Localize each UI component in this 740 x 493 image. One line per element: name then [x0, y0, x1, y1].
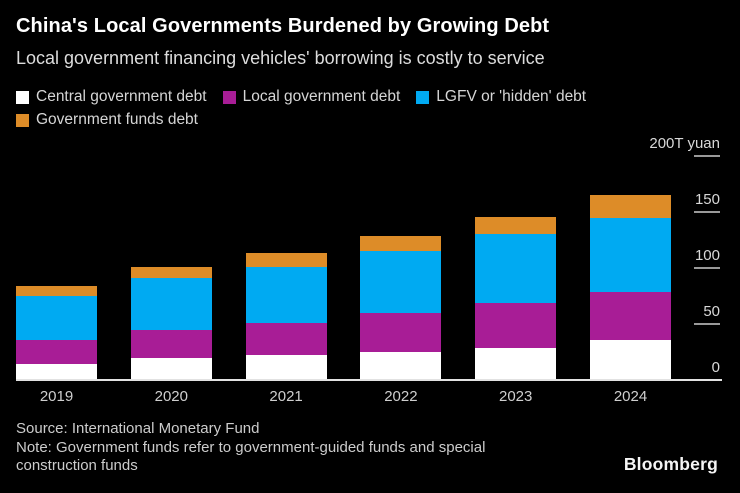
x-axis-label: 2023 [499, 388, 533, 405]
bar-segment [16, 339, 97, 365]
bar-segment [475, 216, 557, 235]
bar-segment [590, 291, 671, 340]
bar-segment [130, 329, 212, 358]
bar-segment [590, 195, 671, 218]
bar-segment [130, 357, 212, 380]
x-axis-label: 2022 [384, 388, 418, 405]
bar-segment [245, 322, 327, 356]
legend-label: LGFV or 'hidden' debt [436, 88, 587, 105]
x-axis-label: 2019 [39, 388, 74, 405]
legend-item: LGFV or 'hidden' debt [416, 88, 586, 106]
y-axis-label: 50 [703, 303, 720, 320]
y-axis-label: 100 [694, 247, 720, 264]
legend-item: Central government debt [16, 88, 207, 106]
y-axis-tick [694, 155, 720, 157]
bar-2019 [16, 285, 97, 380]
bar-segment [590, 339, 671, 380]
bloomberg-logo: Bloomberg [623, 454, 718, 474]
bar-segment [475, 302, 557, 348]
bar-segment [475, 234, 557, 303]
x-axis-label: 2021 [269, 388, 303, 405]
bar-2022 [360, 235, 442, 380]
note-text: Note: Government funds refer to governme… [16, 438, 486, 475]
y-axis-tick [694, 267, 720, 269]
plot-area: 2019 2020 2021 2022 2023 2024 0 50 100 150 200T yu… [0, 135, 740, 405]
x-axis-label: 2024 [613, 388, 648, 405]
y-axis-tick [694, 323, 720, 325]
y-axis-label: 0 [711, 359, 720, 376]
legend-swatch [416, 90, 430, 104]
y-axis-label: 150 [694, 191, 720, 208]
chart-title: China's Local Governments Burdened by Gr… [16, 15, 550, 37]
bar-segment [360, 235, 442, 252]
legend-swatch [222, 90, 236, 104]
bar-segment [475, 347, 557, 380]
bar-segment [360, 352, 442, 380]
bar-segment [130, 266, 212, 279]
bar-segment [16, 285, 97, 297]
legend-label: Local government debt [242, 88, 401, 105]
bar-segment [590, 217, 671, 292]
legend: Central government debt Local government … [16, 88, 706, 129]
bar-segment [16, 364, 97, 380]
legend-label: Government funds debt [36, 111, 198, 128]
chart-subtitle: Local government financing vehicles' bor… [16, 48, 545, 68]
x-axis-label: 2020 [154, 388, 188, 405]
legend-item: Local government debt [222, 88, 401, 106]
legend-label: Central government debt [36, 88, 207, 105]
y-axis-label: 200T yuan [649, 135, 720, 152]
bar-segment [245, 355, 327, 380]
legend-swatch [16, 113, 29, 127]
legend-item: Government funds debt [16, 111, 198, 129]
bar-segment [16, 296, 97, 340]
bar-segment [245, 253, 327, 267]
x-axis-baseline [16, 379, 722, 381]
footer-notes: Source: International Monetary Fund Note… [16, 420, 536, 476]
bar-2023 [475, 216, 557, 380]
legend-swatch [16, 90, 29, 104]
bar-2020 [130, 266, 212, 380]
bar-segment [130, 278, 212, 330]
bar-2021 [245, 253, 327, 380]
bar-segment [360, 251, 442, 313]
y-axis-tick [694, 211, 720, 213]
bar-2024 [590, 195, 671, 380]
bar-segment [245, 266, 327, 323]
source-text: Source: International Monetary Fund [16, 420, 260, 437]
bar-segment [360, 312, 442, 352]
